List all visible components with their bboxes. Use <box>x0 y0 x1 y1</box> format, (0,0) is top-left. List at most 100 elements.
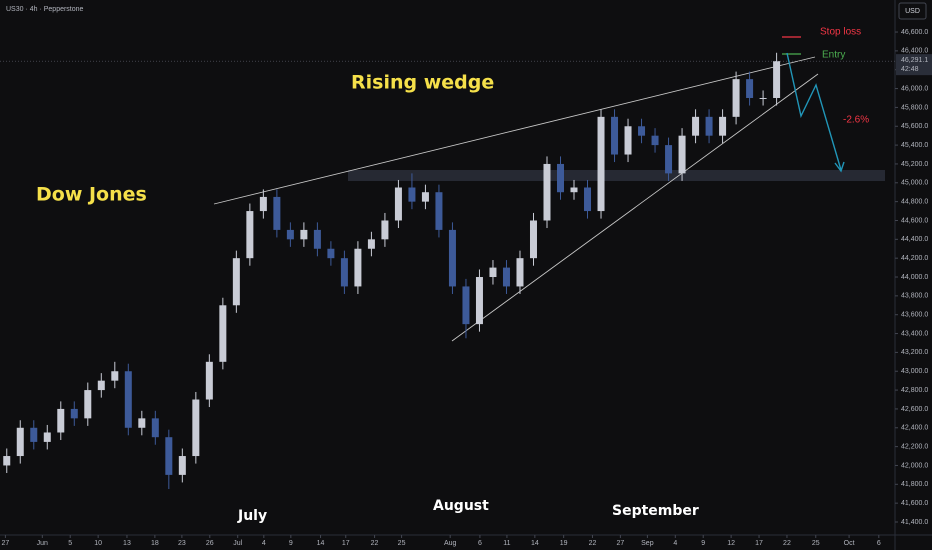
y-tick-label: 41,800.0 <box>901 481 928 488</box>
candle-body <box>557 163 565 193</box>
candle-body <box>597 116 605 212</box>
candle-body <box>448 229 456 287</box>
y-tick-label: 41,600.0 <box>901 500 928 507</box>
candle-body <box>3 456 11 466</box>
candle-body <box>394 187 402 221</box>
candle-body <box>219 305 227 362</box>
x-tick-label: 18 <box>151 540 159 547</box>
countdown-label: 42:48 <box>901 66 919 73</box>
y-tick-label: 44,400.0 <box>901 236 928 243</box>
candle-body <box>313 229 321 249</box>
symbol-label: US30 · 4h · Pepperstone <box>6 6 84 13</box>
x-tick-label: 14 <box>317 540 325 547</box>
wedge-upper-line <box>213 56 816 205</box>
y-tick-label: 43,400.0 <box>901 330 928 337</box>
y-tick-label: 42,600.0 <box>901 406 928 413</box>
y-tick-label: 46,400.0 <box>901 48 928 55</box>
currency-label: USD <box>905 8 920 15</box>
candle-body <box>97 380 105 391</box>
candles <box>3 52 781 490</box>
x-tick-label: 12 <box>727 540 735 547</box>
y-tick-label: 45,800.0 <box>901 104 928 111</box>
y-tick-label: 44,200.0 <box>901 255 928 262</box>
y-tick-label: 41,400.0 <box>901 519 928 526</box>
candle-body <box>408 187 416 202</box>
month-label: September <box>612 503 699 519</box>
x-tick-label: Jul <box>233 540 242 547</box>
candle-body <box>732 79 740 117</box>
x-tick-label: 27 <box>616 540 624 547</box>
candle-body <box>192 399 200 457</box>
candle-body <box>611 116 619 155</box>
y-tick-label: 45,200.0 <box>901 161 928 168</box>
candle-body <box>178 456 186 475</box>
candle-body <box>205 361 213 400</box>
y-tick-label: 44,800.0 <box>901 198 928 205</box>
y-tick-label: 45,600.0 <box>901 123 928 130</box>
x-tick-label: 27 <box>2 540 10 547</box>
candle-body <box>570 187 578 193</box>
candle-body <box>354 248 362 287</box>
x-tick-label: Jun <box>37 540 48 547</box>
candle-body <box>543 163 551 221</box>
instrument-label: Dow Jones <box>36 184 147 206</box>
candle-body <box>138 418 146 428</box>
x-tick-label: 23 <box>178 540 186 547</box>
entry-label: Entry <box>822 50 845 61</box>
target-change-label: -2.6% <box>843 115 869 126</box>
y-tick-label: 42,800.0 <box>901 387 928 394</box>
support-zone <box>348 170 885 181</box>
x-tick-label: 5 <box>68 540 72 547</box>
candle-body <box>84 390 92 419</box>
x-tick-label: 6 <box>877 540 881 547</box>
y-tick-label: 43,200.0 <box>901 349 928 356</box>
last-price-label: 46,291.1 <box>901 57 928 64</box>
month-label: August <box>433 498 489 514</box>
last-price-box <box>896 54 932 76</box>
candle-body <box>773 61 781 98</box>
y-tick-label: 42,200.0 <box>901 443 928 450</box>
candle-body <box>489 267 497 278</box>
candle-body <box>16 427 24 457</box>
x-tick-label: 22 <box>371 540 379 547</box>
x-tick-label: 4 <box>262 540 266 547</box>
candle-body <box>678 135 686 174</box>
y-tick-label: 43,600.0 <box>901 312 928 319</box>
x-tick-label: 10 <box>94 540 102 547</box>
candle-body <box>665 145 673 174</box>
y-tick-label: 43,800.0 <box>901 293 928 300</box>
x-tick-label: 26 <box>206 540 214 547</box>
x-tick-label: 11 <box>503 540 510 547</box>
candle-body <box>516 258 524 287</box>
candle-body <box>638 126 646 136</box>
candle-body <box>111 371 119 381</box>
y-tick-label: 42,000.0 <box>901 462 928 469</box>
candle-body <box>421 192 429 202</box>
candle-body <box>462 286 470 325</box>
y-tick-label: 46,000.0 <box>901 85 928 92</box>
candle-body <box>259 196 267 212</box>
candle-body <box>300 229 308 240</box>
candle-body <box>43 432 51 442</box>
candle-body <box>651 135 659 146</box>
x-tick-label: 9 <box>289 540 293 547</box>
x-tick-label: 14 <box>531 540 539 547</box>
candle-body <box>327 248 335 259</box>
candle-body <box>57 408 65 433</box>
y-tick-label: 44,600.0 <box>901 217 928 224</box>
currency-box <box>898 2 927 20</box>
x-tick-label: 25 <box>398 540 406 547</box>
candle-body <box>286 229 294 240</box>
candle-body <box>502 267 510 287</box>
candle-body <box>475 277 483 325</box>
x-tick-label: Sep <box>641 540 654 547</box>
x-tick-label: 6 <box>478 540 482 547</box>
month-label: July <box>237 508 267 524</box>
stop-loss-label: Stop loss <box>820 27 861 38</box>
x-tick-label: Oct <box>844 540 855 547</box>
x-tick-label: 22 <box>783 540 791 547</box>
candle-body <box>273 196 281 230</box>
x-tick-label: 22 <box>589 540 597 547</box>
candle-body <box>165 437 173 475</box>
